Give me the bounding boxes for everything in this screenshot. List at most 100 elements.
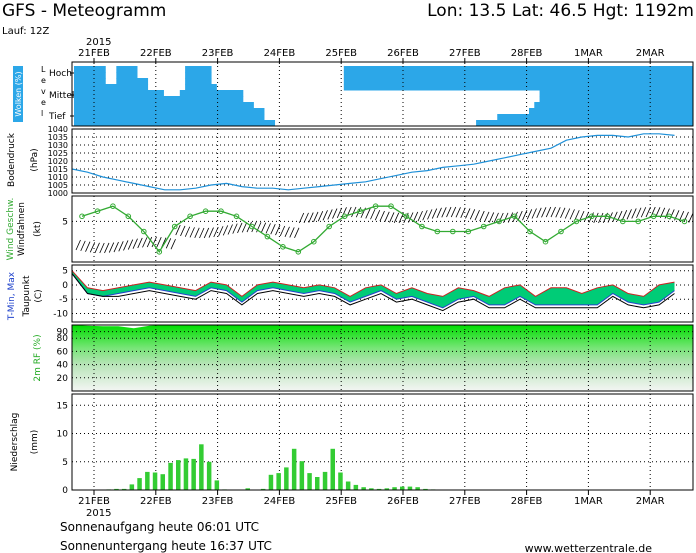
cloud-cell (185, 78, 212, 85)
cloud-cell (74, 120, 276, 127)
pressure-tick-label: 1035 (48, 133, 68, 142)
wind-speed-point (249, 223, 255, 230)
wind-barb (683, 211, 689, 223)
cloud-level-axis-letter: e (41, 98, 46, 107)
cloud-cell (534, 102, 693, 109)
wind-speed-point (450, 228, 456, 235)
cloud-cell (116, 78, 149, 85)
wind-barb (636, 207, 642, 218)
humidity-area (72, 325, 693, 391)
cloud-level-axis-letter: L (41, 65, 46, 74)
temp-axis-label: Taupunkt (22, 275, 32, 318)
cloud-cell (116, 66, 138, 73)
wind-barb (137, 237, 143, 249)
title-left: GFS - Meteogramm (2, 1, 166, 21)
wind-barb (237, 222, 243, 234)
panel-frame (71, 393, 694, 491)
wind-barb (146, 236, 153, 248)
cloud-cell (528, 108, 693, 115)
wind-speed-point (650, 213, 657, 220)
wind-speed-point (403, 213, 410, 220)
pressure-tick-label: 1025 (48, 149, 68, 158)
wind-speed-point (110, 203, 116, 209)
cloud-cell (74, 84, 149, 91)
cloud-level-label: Hoch (49, 69, 72, 79)
cloud-cell (185, 84, 217, 91)
precip-bar (214, 480, 220, 490)
precip-bar (423, 488, 428, 490)
wind-barb (626, 209, 632, 220)
precip-bar (392, 487, 397, 490)
precip-unit-label: (mm) (30, 430, 40, 455)
sunset-text: Sonnenuntergang heute 16:37 UTC (60, 539, 272, 553)
wind-speed-point (480, 223, 487, 230)
wind-barb (298, 212, 305, 224)
wind-barb (427, 209, 433, 220)
panel-frame (71, 128, 694, 194)
precip-bar (407, 486, 413, 490)
wind-barb (598, 212, 604, 224)
wind-barb (536, 207, 542, 218)
precip-bar (206, 461, 212, 490)
wind-barb (351, 206, 357, 218)
cloud-axis-label: Wolken (%) (14, 71, 23, 116)
wind-barb (227, 224, 233, 235)
temperature-panel: 5 0 -5 -10 T-Min, Max Taupunkt (C) (7, 265, 693, 322)
wind-speed-point (218, 208, 224, 214)
chart-frame: 21FEB 21FEB 22FEB 22FEB 23FEB 23FEB 24FEB 24FEB… (71, 48, 694, 507)
wind-speed-point (527, 228, 533, 235)
wind-barb (526, 209, 533, 220)
wind-barb (384, 211, 390, 222)
wind-barb (564, 208, 571, 219)
x-tick-label-bottom: 24FEB (264, 496, 296, 507)
wind-speed-point (681, 218, 688, 225)
humidity-tick-label: 80 (57, 334, 69, 344)
wind-barb (460, 207, 466, 218)
wind-speed-point (141, 228, 147, 235)
wind-barb (208, 227, 214, 238)
precip-bar (145, 471, 150, 490)
temp-side-label: T-Min, Max (7, 271, 17, 321)
cloud-cell (74, 108, 265, 115)
wind-barb (408, 212, 414, 223)
wind-speed-point (357, 208, 363, 214)
precip-bar (400, 486, 405, 490)
precip-tick-label: 10 (57, 430, 69, 440)
cloud-cell (116, 72, 138, 79)
cloud-label-block (13, 66, 23, 122)
humidity-tick-label: 20 (57, 374, 69, 384)
precip-bar (152, 472, 158, 490)
wind-barb (583, 211, 590, 223)
wind-barb (75, 239, 81, 251)
wind-speed-point (434, 228, 441, 235)
wind-barb (332, 208, 338, 219)
wind-barb (422, 210, 428, 221)
wind-barb (284, 226, 290, 237)
precip-bar (137, 478, 142, 490)
precip-tick-label: 5 (62, 458, 68, 468)
wind-barb (365, 208, 371, 219)
precip-bar (384, 488, 390, 490)
wind-barb (484, 211, 490, 223)
x-tick-label-bottom: 23FEB (202, 496, 234, 507)
wind-barb (85, 241, 91, 252)
pressure-axis-label: Bodendruck (7, 132, 17, 187)
wind-barb (640, 207, 647, 218)
wind-barb (241, 222, 248, 233)
cloud-cell (343, 78, 693, 85)
pressure-tick-label: 1030 (48, 141, 68, 150)
wind-speed-point (202, 208, 209, 214)
wind-barb (184, 226, 191, 237)
wind-speed-point (542, 238, 549, 245)
wind-speed-point (280, 244, 286, 250)
wind-barb (113, 241, 119, 253)
pressure-tick-label: 1020 (48, 157, 68, 166)
x-tick-label-top: 23FEB (202, 48, 234, 59)
wind-barb (265, 223, 271, 234)
title-right: Lon: 13.5 Lat: 46.5 Hgt: 1192m (427, 1, 694, 21)
wind-barb (631, 208, 637, 219)
wind-barb (412, 211, 419, 223)
wind-barb (260, 222, 267, 233)
